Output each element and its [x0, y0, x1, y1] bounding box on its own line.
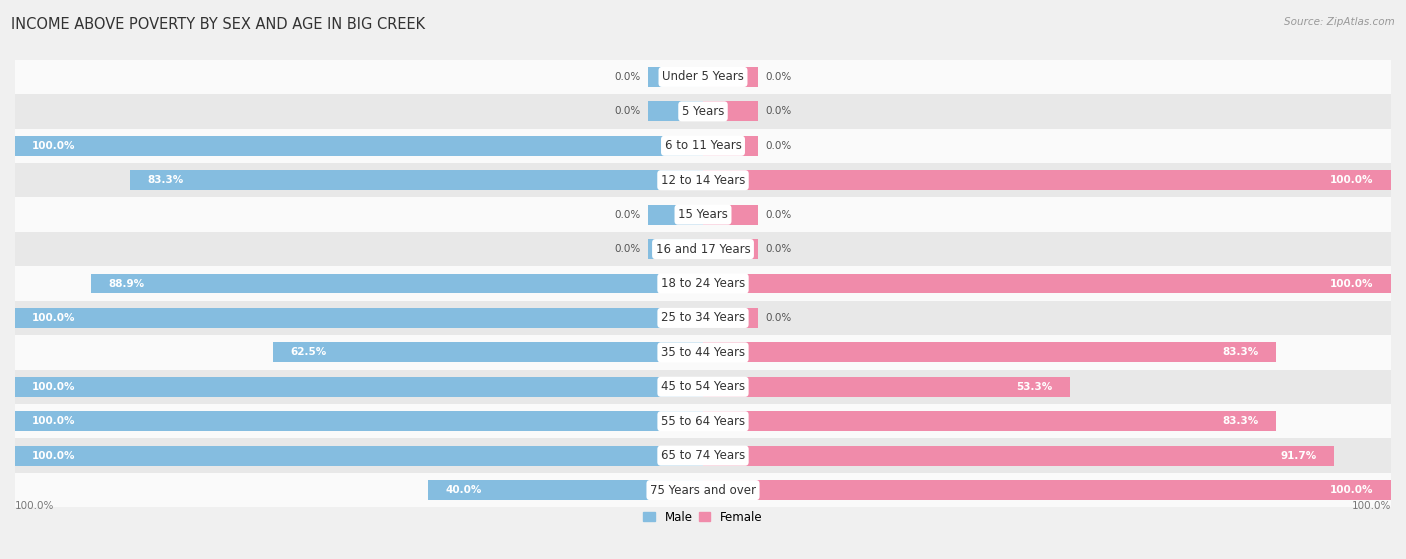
Text: 100.0%: 100.0% — [32, 416, 76, 426]
Bar — [15, 232, 1391, 266]
Text: 83.3%: 83.3% — [1223, 416, 1258, 426]
Text: 35 to 44 Years: 35 to 44 Years — [661, 346, 745, 359]
Text: 16 and 17 Years: 16 and 17 Years — [655, 243, 751, 255]
Text: 83.3%: 83.3% — [148, 175, 183, 185]
Bar — [703, 170, 1391, 190]
Bar — [15, 473, 1391, 508]
Text: 0.0%: 0.0% — [765, 244, 792, 254]
Text: INCOME ABOVE POVERTY BY SEX AND AGE IN BIG CREEK: INCOME ABOVE POVERTY BY SEX AND AGE IN B… — [11, 17, 426, 32]
Bar — [15, 197, 1391, 232]
Text: 12 to 14 Years: 12 to 14 Years — [661, 174, 745, 187]
Bar — [129, 170, 703, 190]
Bar — [703, 446, 1334, 466]
Text: 5 Years: 5 Years — [682, 105, 724, 118]
Text: 0.0%: 0.0% — [614, 72, 641, 82]
Text: 15 Years: 15 Years — [678, 208, 728, 221]
Bar — [273, 343, 703, 362]
Text: 0.0%: 0.0% — [614, 210, 641, 220]
Bar — [15, 301, 1391, 335]
Bar — [15, 129, 1391, 163]
Bar — [91, 273, 703, 293]
Text: Source: ZipAtlas.com: Source: ZipAtlas.com — [1284, 17, 1395, 27]
Bar — [703, 377, 1070, 397]
Text: 0.0%: 0.0% — [765, 72, 792, 82]
Bar — [703, 273, 1391, 293]
Bar — [15, 369, 1391, 404]
Bar — [703, 136, 758, 156]
Text: 40.0%: 40.0% — [446, 485, 481, 495]
Text: 0.0%: 0.0% — [614, 106, 641, 116]
Bar — [15, 335, 1391, 369]
Bar — [15, 60, 1391, 94]
Text: 45 to 54 Years: 45 to 54 Years — [661, 380, 745, 394]
Bar — [15, 404, 1391, 438]
Bar — [15, 163, 1391, 197]
Text: 100.0%: 100.0% — [1330, 278, 1374, 288]
Bar — [15, 94, 1391, 129]
Text: 100.0%: 100.0% — [15, 501, 55, 511]
Text: 100.0%: 100.0% — [32, 451, 76, 461]
Text: 53.3%: 53.3% — [1017, 382, 1053, 392]
Text: 18 to 24 Years: 18 to 24 Years — [661, 277, 745, 290]
Bar — [648, 67, 703, 87]
Bar — [703, 480, 1391, 500]
Text: Under 5 Years: Under 5 Years — [662, 70, 744, 83]
Text: 91.7%: 91.7% — [1281, 451, 1316, 461]
Text: 100.0%: 100.0% — [1330, 485, 1374, 495]
Text: 0.0%: 0.0% — [765, 141, 792, 151]
Bar — [703, 308, 758, 328]
Bar — [703, 67, 758, 87]
Legend: Male, Female: Male, Female — [638, 506, 768, 528]
Text: 100.0%: 100.0% — [1351, 501, 1391, 511]
Text: 100.0%: 100.0% — [32, 382, 76, 392]
Text: 62.5%: 62.5% — [290, 347, 326, 357]
Text: 83.3%: 83.3% — [1223, 347, 1258, 357]
Text: 25 to 34 Years: 25 to 34 Years — [661, 311, 745, 324]
Bar — [703, 411, 1277, 431]
Bar — [15, 438, 1391, 473]
Text: 100.0%: 100.0% — [32, 313, 76, 323]
Bar — [648, 205, 703, 225]
Text: 0.0%: 0.0% — [765, 106, 792, 116]
Bar — [15, 377, 703, 397]
Bar — [648, 101, 703, 121]
Bar — [15, 411, 703, 431]
Bar — [703, 343, 1277, 362]
Bar — [703, 205, 758, 225]
Text: 65 to 74 Years: 65 to 74 Years — [661, 449, 745, 462]
Text: 0.0%: 0.0% — [765, 313, 792, 323]
Bar — [15, 266, 1391, 301]
Bar — [703, 101, 758, 121]
Text: 100.0%: 100.0% — [1330, 175, 1374, 185]
Text: 100.0%: 100.0% — [32, 141, 76, 151]
Bar — [15, 308, 703, 328]
Bar — [15, 136, 703, 156]
Text: 75 Years and over: 75 Years and over — [650, 484, 756, 496]
Text: 0.0%: 0.0% — [614, 244, 641, 254]
Text: 88.9%: 88.9% — [108, 278, 145, 288]
Text: 55 to 64 Years: 55 to 64 Years — [661, 415, 745, 428]
Bar — [427, 480, 703, 500]
Text: 0.0%: 0.0% — [765, 210, 792, 220]
Bar — [15, 446, 703, 466]
Text: 6 to 11 Years: 6 to 11 Years — [665, 139, 741, 152]
Bar — [703, 239, 758, 259]
Bar — [648, 239, 703, 259]
